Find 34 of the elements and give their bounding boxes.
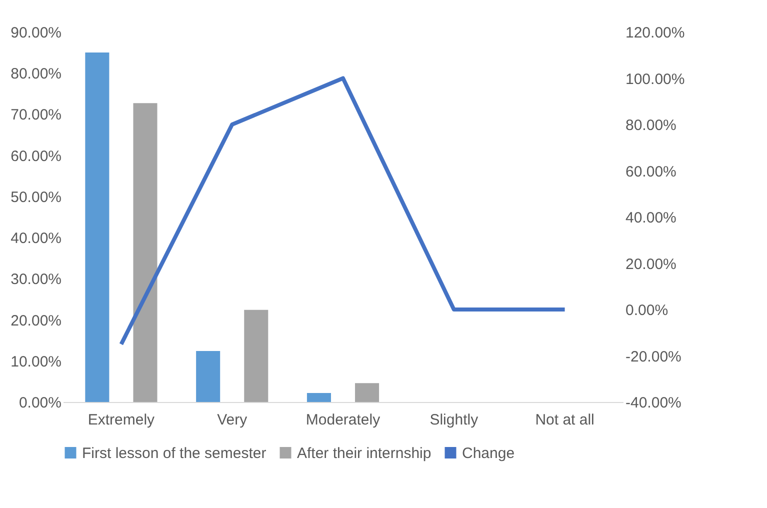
line-series — [119, 76, 567, 346]
y-tick-label: 70.00% — [10, 106, 62, 124]
y2-tick-label: 80.00% — [626, 117, 676, 134]
y2-tick-label: -20.00% — [626, 348, 682, 366]
x-tick-label: Very — [217, 412, 248, 428]
y2-tick-label: 0.00% — [626, 302, 668, 319]
bar — [355, 383, 380, 402]
bar — [133, 103, 158, 402]
y2-tick-label: 20.00% — [626, 256, 676, 273]
x-tick-label: Not at all — [535, 412, 594, 428]
y-tick-label: 40.00% — [10, 230, 62, 248]
y-tick-label: 20.00% — [10, 312, 62, 330]
y-tick-label: 10.00% — [10, 353, 62, 370]
y2-tick-label: 100.00% — [626, 70, 685, 88]
y2-tick-label: 40.00% — [626, 210, 676, 226]
y2-tick-label: -40.00% — [626, 394, 682, 412]
x-tick-label: Extremely — [88, 412, 156, 428]
y-tick-label: 50.00% — [10, 188, 62, 206]
x-tick-label: Slightly — [430, 412, 479, 428]
y-tick-label: 0.00% — [18, 394, 62, 412]
y2-tick-label: 60.00% — [626, 163, 676, 180]
bar — [306, 392, 331, 402]
bar — [196, 351, 220, 402]
y2-tick-label: 120.00% — [626, 24, 685, 42]
legend-label: Change — [462, 444, 515, 462]
y-tick-label: 30.00% — [10, 271, 62, 288]
x-tick-label: Moderately — [306, 412, 381, 428]
y-tick-label: 80.00% — [10, 66, 62, 83]
legend-label: First lesson of the semester — [82, 444, 266, 462]
bar — [244, 310, 268, 402]
bar — [85, 52, 110, 402]
legend-label: After their internship — [297, 444, 432, 462]
y-tick-label: 90.00% — [10, 24, 62, 42]
y-tick-label: 60.00% — [10, 148, 62, 165]
